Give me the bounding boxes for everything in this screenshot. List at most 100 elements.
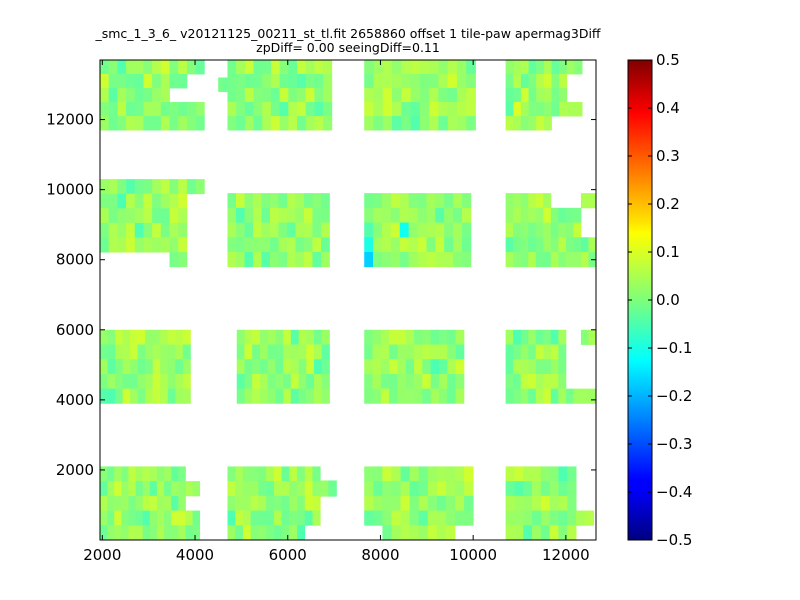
heatmap-cell [373,74,384,89]
heatmap-cell [108,193,118,209]
heatmap-cell [558,495,568,511]
heatmap-cell [273,481,282,497]
heatmap-cell [250,510,259,526]
heatmap-cell [267,373,276,390]
heatmap-cell [283,344,292,360]
heatmap-cell [117,208,127,224]
heatmap-cell [253,74,263,89]
heatmap-cell [269,207,279,223]
heatmap-cell [235,222,245,238]
heatmap-cell [401,116,411,131]
heatmap-cell [513,252,522,268]
heatmap-cell [559,74,568,89]
heatmap-cell [461,207,472,223]
heatmap-cell [178,481,186,497]
heatmap-cell [126,60,136,75]
heatmap-cell [164,466,172,482]
heatmap-cell [550,252,559,268]
heatmap-cell [505,193,514,209]
heatmap-cell [513,373,522,390]
heatmap-cell [236,88,246,103]
x-tick-label: 12000 [542,546,590,564]
heatmap-cell [227,74,237,89]
heatmap-cell [152,222,162,238]
heatmap-cell [192,525,201,541]
heatmap-cell [438,74,449,89]
heatmap-cell [392,60,402,75]
heatmap-cell [573,222,582,238]
heatmap-cell [549,495,559,511]
heatmap-cell [410,102,421,117]
y-tick-label: 6000 [56,321,94,339]
heatmap-cell [186,116,197,131]
heatmap-cell [298,373,307,390]
heatmap-cell [290,344,299,360]
heatmap-cell [543,344,552,360]
heatmap-cell [535,373,544,390]
heatmap-cell [156,510,165,526]
heatmap-cell [419,60,430,75]
heatmap-cell [505,102,514,117]
colorbar-tick-label: 0.4 [656,99,680,117]
heatmap-cell [108,116,118,131]
heatmap-cell [152,74,162,89]
heatmap-cell [178,510,186,526]
heatmap-cell [417,193,427,209]
heatmap-cell [312,237,322,253]
heatmap-cell [235,193,245,209]
heatmap-cell [466,116,476,131]
heatmap-cell [565,388,574,404]
heatmap-cell [267,344,276,360]
heatmap-cell [252,193,262,209]
heatmap-cell [422,373,432,390]
heatmap-cell [244,102,254,117]
heatmap-cell [149,510,158,526]
heatmap-cell [390,252,401,268]
heatmap-cell [392,116,402,131]
heatmap-cell [266,466,275,482]
heatmap-cell [270,102,281,117]
heatmap-cell [244,373,253,390]
heatmap-cell [227,525,236,541]
heatmap-cell [143,237,153,253]
heatmap-cell [456,102,467,117]
heatmap-cell [290,388,299,404]
heatmap-cell [100,193,110,209]
heatmap-cell [405,329,415,345]
heatmap-cell [108,88,118,103]
heatmap-cell [100,237,110,253]
heatmap-cell [252,388,261,404]
heatmap-cell [266,525,275,541]
heatmap-cell [227,466,236,482]
heatmap-cell [126,116,136,131]
heatmap-cell [235,207,245,223]
heatmap-cell [262,102,272,117]
heatmap-cell [461,193,472,209]
heatmap-cell [135,510,144,526]
heatmap-cell [364,252,374,268]
heatmap-cell [235,466,244,482]
heatmap-cell [390,193,401,209]
heatmap-cell [143,222,153,238]
heatmap-cell [195,116,205,131]
heatmap-cell [142,510,151,526]
heatmap-cell [128,495,136,511]
heatmap-cell [455,373,465,390]
heatmap-cell [156,525,165,541]
heatmap-cell [455,495,465,511]
heatmap-cell [259,388,269,404]
heatmap-cell [418,495,429,511]
heatmap-cell [466,88,476,103]
heatmap-cell [414,359,423,375]
heatmap-cell [145,388,154,404]
heatmap-cell [408,207,418,223]
heatmap-cell [115,329,123,345]
heatmap-cell [122,373,131,390]
heatmap-cell [520,359,529,375]
heatmap-cell [445,481,456,497]
heatmap-cell [422,344,432,360]
heatmap-cell [259,329,269,345]
heatmap-cell [528,116,537,131]
heatmap-cell [549,525,559,541]
